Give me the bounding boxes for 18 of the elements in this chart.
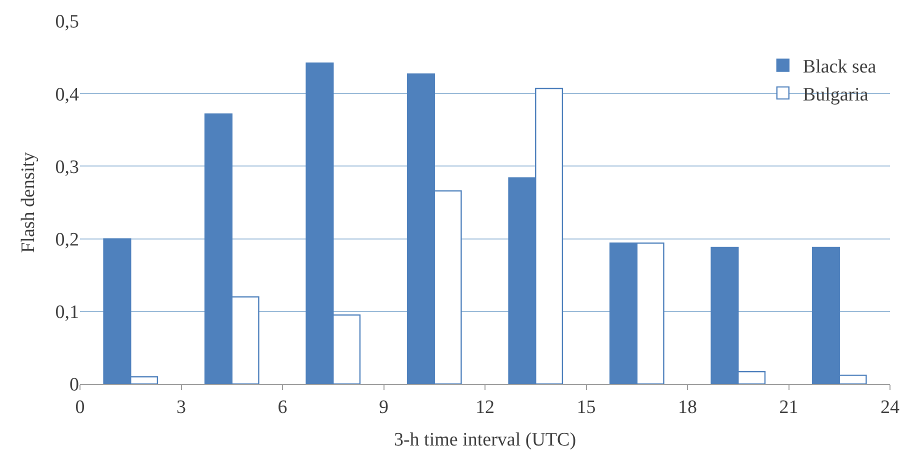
y-tick-label: 0,3 — [55, 156, 79, 178]
legend-label: Bulgaria — [802, 84, 869, 106]
y-tick-label: 0,2 — [55, 229, 79, 250]
x-tick-label: 24 — [880, 396, 900, 418]
x-tick-label: 12 — [476, 396, 494, 418]
x-tick-label: 18 — [678, 396, 697, 418]
x-tick-label: 3 — [176, 396, 186, 418]
y-tick-label: 0,4 — [55, 84, 80, 106]
x-tick-label: 15 — [576, 396, 596, 418]
legend-label: Black sea — [802, 56, 877, 78]
y-axis-title: Flash density — [18, 152, 40, 253]
x-tick-label: 21 — [779, 396, 798, 418]
y-tick-label: 0,5 — [55, 12, 79, 33]
x-axis-title: 3-h time interval (UTC) — [394, 430, 576, 451]
y-tick-label: 0,1 — [55, 302, 79, 324]
x-tick-label: 9 — [379, 396, 388, 418]
y-tick-label: 0 — [70, 374, 79, 396]
x-tick-label: 6 — [278, 396, 288, 418]
